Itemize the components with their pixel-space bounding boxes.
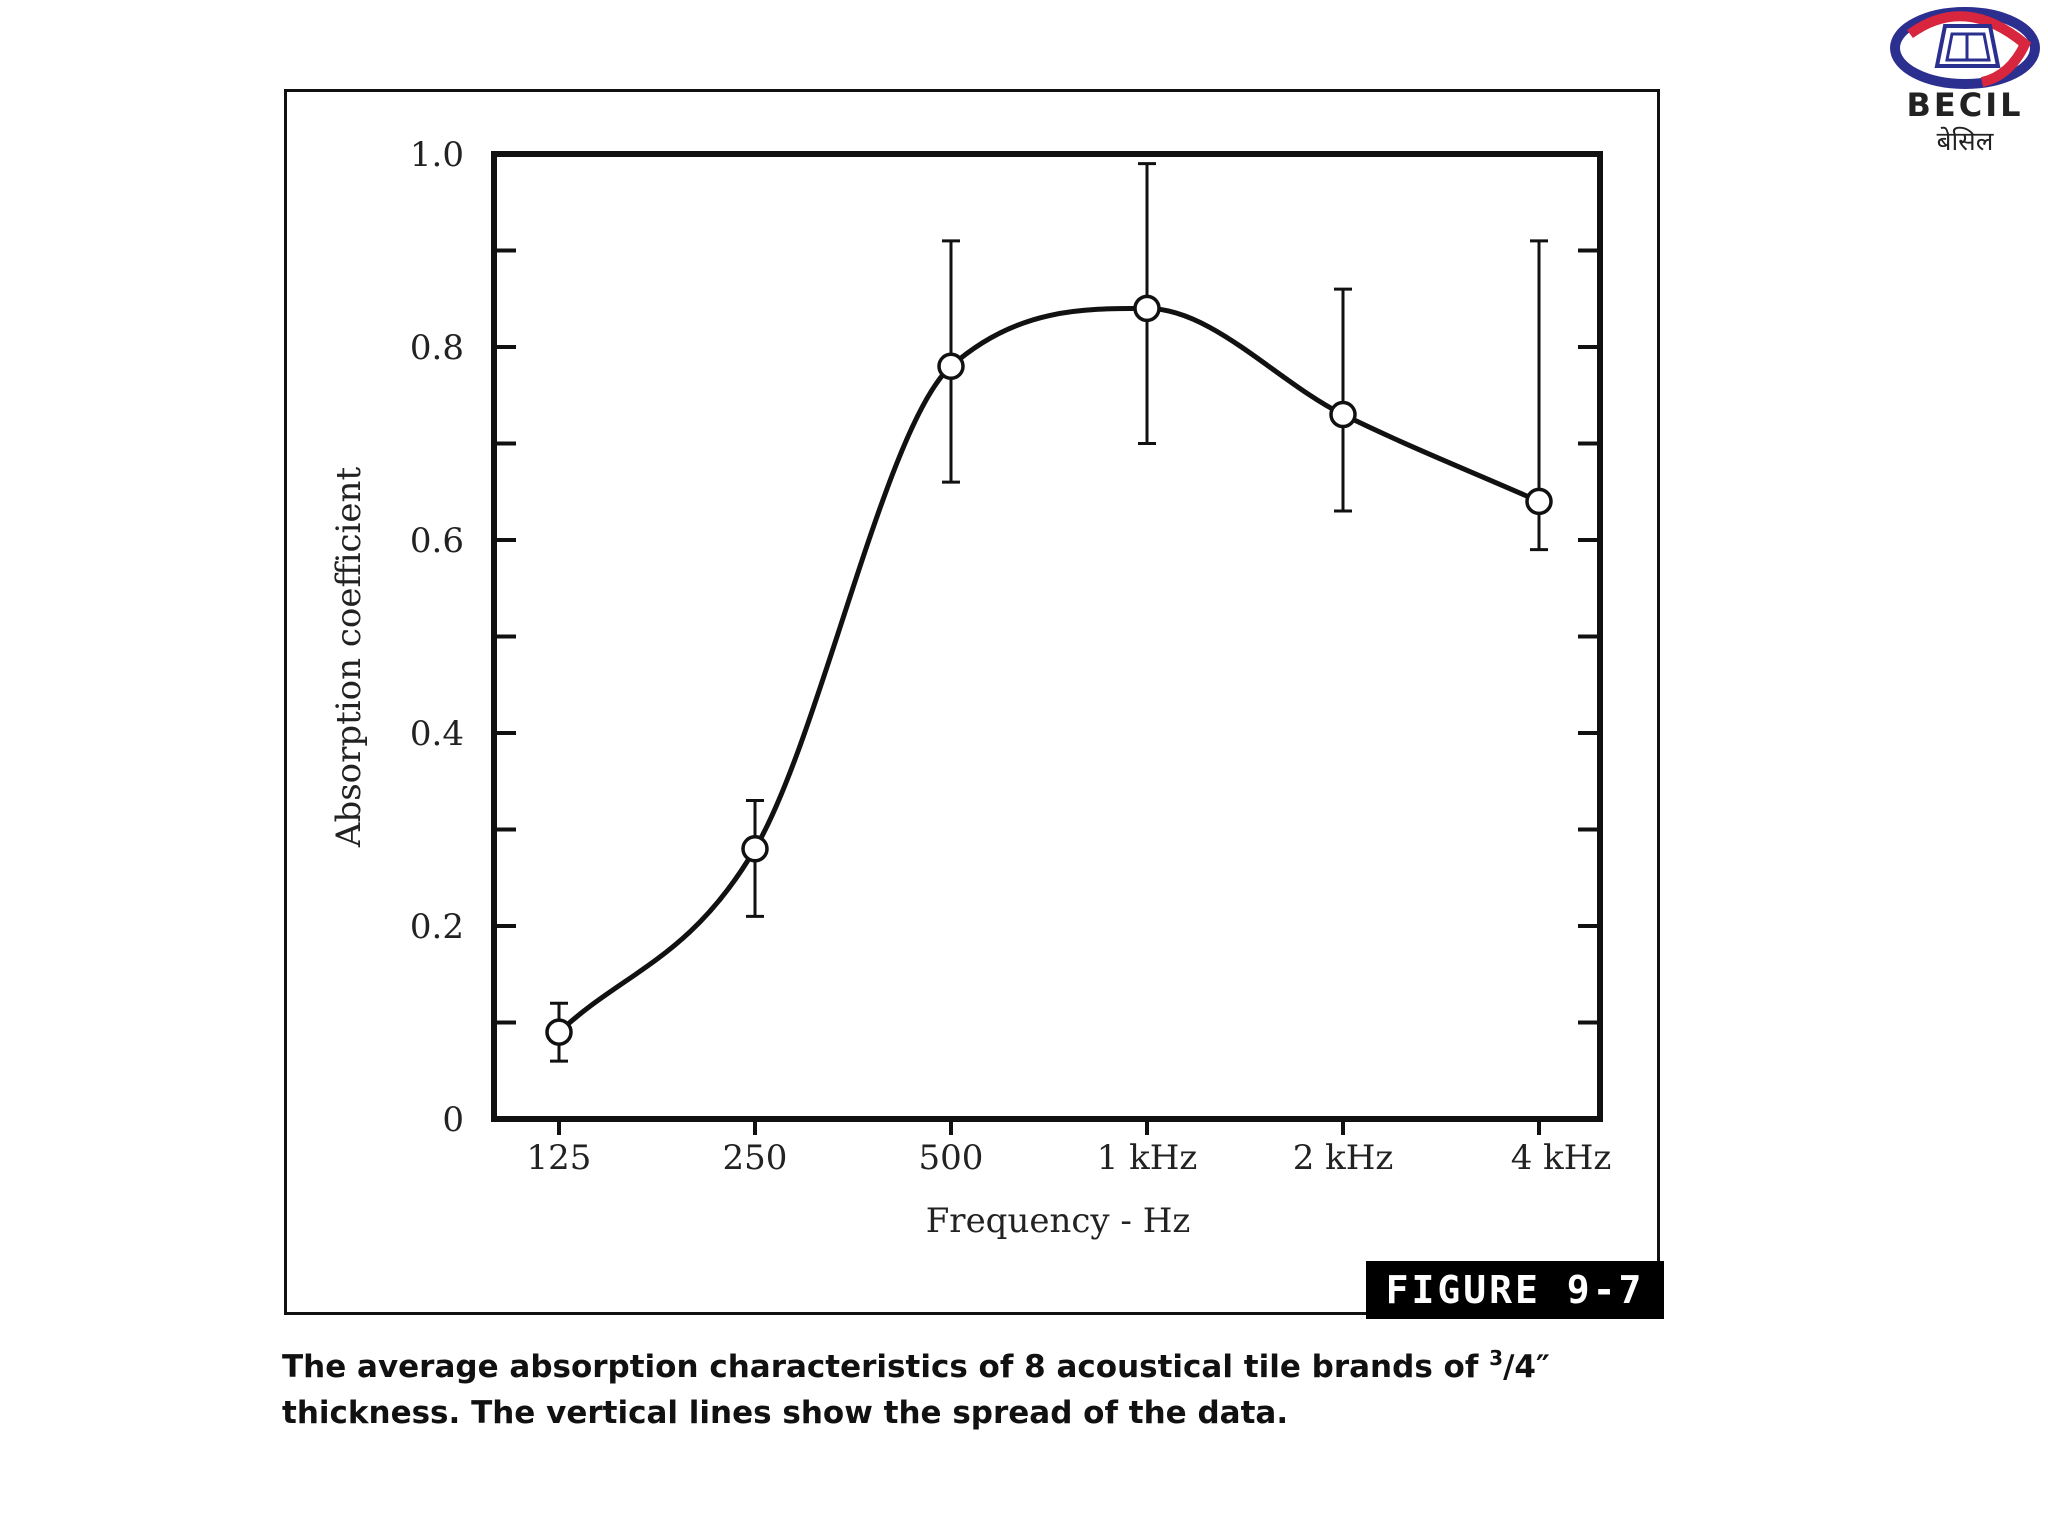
data-point	[741, 835, 769, 863]
absorption-chart: 0 0.2 0.4 0.6 0.8 1.0 125 250 500 1 kHz 2 kHz 4 kH…	[329, 135, 1612, 1241]
figure-frame: 0 0.2 0.4 0.6 0.8 1.0 125 250 500 1 kHz 2 kHz 4 kH…	[284, 89, 1660, 1315]
x-tick-label: 1 kHz	[1097, 1138, 1198, 1178]
plot-border	[491, 151, 1603, 1122]
data-point	[545, 1018, 573, 1046]
series-line	[557, 305, 1541, 1034]
x-axis-ticks: 125 250 500 1 kHz 2 kHz 4 kHz	[527, 1119, 1612, 1178]
data-point	[1329, 400, 1357, 429]
y-tick-label: 0.4	[410, 714, 464, 754]
plot-frame	[491, 151, 1603, 1122]
becil-logo-icon	[1890, 7, 2040, 89]
caption-fraction-numerator: 3	[1489, 1346, 1504, 1370]
figure-caption: The average absorption characteristics o…	[282, 1344, 1672, 1436]
x-tick-label: 4 kHz	[1511, 1138, 1612, 1178]
logo-name: BECIL	[1906, 86, 2024, 124]
y-axis-label: Absorption coefficient	[329, 467, 369, 849]
y-tick-label: 0	[442, 1100, 464, 1140]
data-point	[937, 352, 965, 381]
caption-text-end: /4″ thickness. The vertical lines show t…	[282, 1349, 1550, 1431]
y-tick-label: 0.8	[410, 328, 464, 368]
y-axis-ticks: 0 0.2 0.4 0.6 0.8 1.0	[410, 135, 1600, 1140]
x-tick-label: 250	[723, 1138, 788, 1178]
y-tick-label: 0.2	[410, 907, 464, 947]
data-points	[545, 294, 1553, 1046]
x-tick-label: 500	[919, 1138, 984, 1178]
x-axis-label: Frequency - Hz	[926, 1201, 1191, 1241]
x-tick-label: 125	[527, 1138, 592, 1178]
x-tick-label: 2 kHz	[1293, 1138, 1394, 1178]
logo-hindi-name: बेसिल	[1936, 127, 1994, 157]
figure-label: FIGURE 9-7	[1366, 1261, 1664, 1319]
data-point	[1525, 487, 1553, 516]
error-bars	[550, 162, 1548, 1063]
y-tick-label: 0.6	[410, 521, 464, 561]
data-point	[1133, 294, 1161, 323]
y-tick-label: 1.0	[410, 135, 464, 175]
caption-text-start: The average absorption characteristics o…	[282, 1349, 1490, 1385]
